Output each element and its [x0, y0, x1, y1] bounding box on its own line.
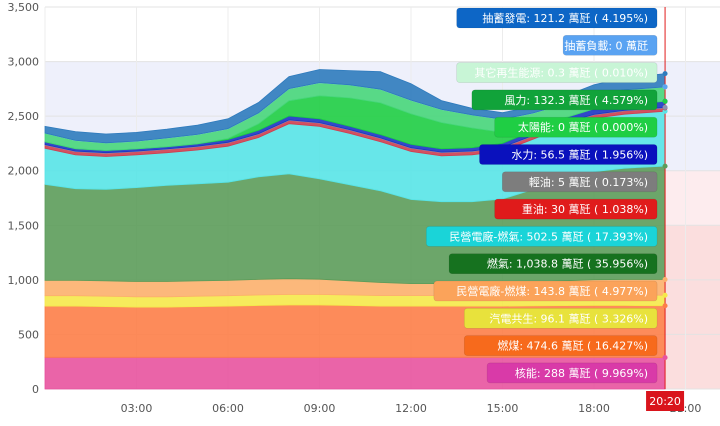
- legend-item-box: [494, 116, 658, 138]
- legend-item-label: 汽電共生: 96.1 萬瓩 ( 3.326%): [489, 311, 648, 325]
- series-end-marker: [662, 84, 668, 90]
- legend-item-label: 燃煤: 474.6 萬瓩 ( 16.427%): [497, 339, 648, 353]
- x-tick-label: 15:00: [487, 402, 519, 415]
- legend-item-label: 抽蓄發電: 121.2 萬瓩 ( 4.195%): [482, 11, 648, 25]
- legend-item-label: 抽蓄負載: 0 萬瓩: [564, 38, 648, 52]
- legend-item-label: 核能: 288 萬瓩 ( 9.969%): [515, 366, 648, 380]
- legend-item-label: 燃氣: 1,038.8 萬瓩 ( 35.956%): [487, 257, 648, 271]
- legend-item-label: 風力: 132.3 萬瓩 ( 4.579%): [504, 94, 648, 107]
- legend-item-label: 重油: 30 萬瓩 ( 1.038%): [522, 202, 648, 216]
- x-tick-label: 03:00: [121, 402, 153, 415]
- legend-item-box: [456, 7, 658, 29]
- legend-item-box: [501, 171, 658, 193]
- y-tick-label: 3,000: [8, 56, 40, 69]
- series-end-marker: [662, 163, 668, 169]
- legend-item-label: 民營電廠-燃氣: 502.5 萬瓩 ( 17.393%): [449, 229, 648, 243]
- series-end-marker: [662, 277, 668, 283]
- legend-item-box: [486, 362, 658, 384]
- legend-item-box: [456, 62, 658, 83]
- x-tick-label: 09:00: [304, 402, 336, 415]
- legend-item-box: [433, 280, 658, 302]
- legend-item-box: [494, 198, 658, 220]
- future-band: [665, 225, 720, 389]
- series-end-marker: [662, 355, 668, 361]
- y-tick-label: 0: [32, 383, 39, 396]
- legend-item-label: 民營電廠-燃煤: 143.8 萬瓩 ( 4.977%): [456, 284, 648, 298]
- legend-item-box: [562, 34, 658, 56]
- series-end-marker: [662, 104, 668, 110]
- legend-item-box: [471, 89, 658, 111]
- legend-item-box: [463, 335, 658, 356]
- y-tick-label: 500: [18, 328, 39, 341]
- current-time-badge: [646, 391, 685, 411]
- series-end-marker: [662, 303, 668, 309]
- y-tick-label: 3,500: [8, 1, 40, 14]
- y-tick-label: 1,500: [8, 219, 40, 232]
- legend-item-box: [479, 144, 658, 165]
- future-band: [665, 170, 720, 226]
- legend-item-box: [448, 253, 658, 274]
- series-end-marker: [662, 98, 668, 104]
- legend-item-box: [425, 226, 658, 247]
- legend-item-box: [463, 307, 658, 329]
- legend-item-label: 其它再生能源: 0.3 萬瓩 ( 0.010%): [474, 66, 648, 80]
- series-end-marker: [662, 71, 668, 77]
- legend-item-label: 輕油: 5 萬瓩 ( 0.173%): [529, 175, 648, 189]
- y-tick-label: 1,000: [8, 274, 40, 287]
- x-tick-label: 18:00: [578, 402, 610, 415]
- legend-item-label: 水力: 56.5 萬瓩 ( 1.956%): [511, 149, 648, 162]
- y-tick-label: 2,500: [8, 110, 40, 123]
- y-tick-label: 2,000: [8, 165, 40, 178]
- x-tick-label: 12:00: [395, 402, 427, 415]
- series-end-marker: [662, 292, 668, 298]
- legend-item-label: 太陽能: 0 萬瓩 ( 0.000%): [518, 120, 648, 134]
- current-time-label: 20:20: [649, 395, 681, 408]
- legend-tooltip: 抽蓄發電: 121.2 萬瓩 ( 4.195%) 抽蓄負載: 0 萬瓩其它再生能源…: [425, 7, 658, 384]
- x-tick-label: 06:00: [212, 402, 244, 415]
